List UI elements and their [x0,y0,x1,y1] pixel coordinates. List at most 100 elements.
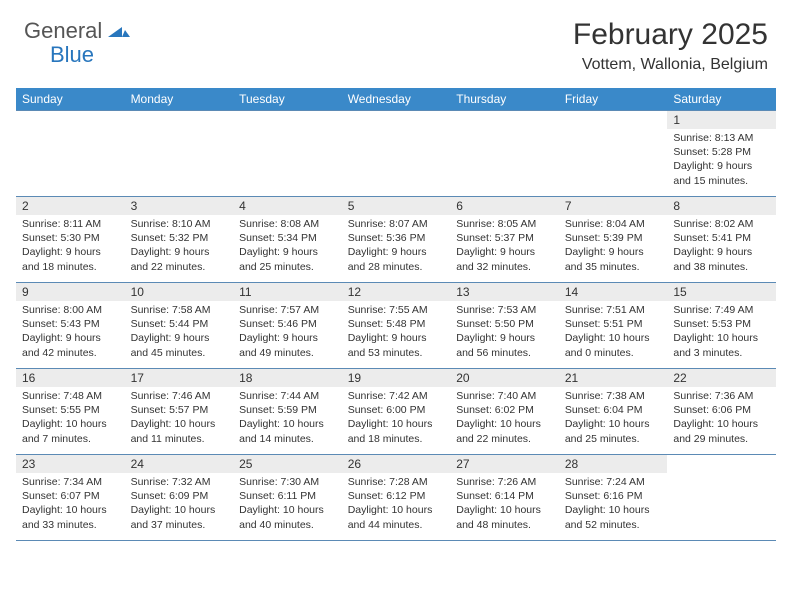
day-number: 10 [125,283,234,301]
day-number: 18 [233,369,342,387]
daylight-text: Daylight: 9 hours and 18 minutes. [22,245,119,273]
day-details: Sunrise: 7:26 AMSunset: 6:14 PMDaylight:… [450,473,559,536]
sunrise-text: Sunrise: 7:30 AM [239,475,336,489]
day-number: 1 [667,111,776,129]
day-number [342,111,451,115]
day-number: 23 [16,455,125,473]
day-number: 28 [559,455,668,473]
sunset-text: Sunset: 5:46 PM [239,317,336,331]
daylight-text: Daylight: 10 hours and 11 minutes. [131,417,228,445]
day-details: Sunrise: 7:49 AMSunset: 5:53 PMDaylight:… [667,301,776,364]
daylight-text: Daylight: 9 hours and 15 minutes. [673,159,770,187]
sunset-text: Sunset: 6:06 PM [673,403,770,417]
daylight-text: Daylight: 10 hours and 0 minutes. [565,331,662,359]
sunset-text: Sunset: 6:11 PM [239,489,336,503]
weekday-header: Sunday [16,88,125,111]
day-details: Sunrise: 7:48 AMSunset: 5:55 PMDaylight:… [16,387,125,450]
day-number: 21 [559,369,668,387]
sunset-text: Sunset: 6:00 PM [348,403,445,417]
weekday-header: Saturday [667,88,776,111]
day-details: Sunrise: 7:51 AMSunset: 5:51 PMDaylight:… [559,301,668,364]
sunset-text: Sunset: 5:59 PM [239,403,336,417]
calendar-day-cell: 13Sunrise: 7:53 AMSunset: 5:50 PMDayligh… [450,283,559,369]
daylight-text: Daylight: 10 hours and 3 minutes. [673,331,770,359]
sunset-text: Sunset: 6:12 PM [348,489,445,503]
sunset-text: Sunset: 5:39 PM [565,231,662,245]
day-number: 24 [125,455,234,473]
sunrise-text: Sunrise: 7:46 AM [131,389,228,403]
day-number: 20 [450,369,559,387]
day-number: 13 [450,283,559,301]
calendar-day-cell: 4Sunrise: 8:08 AMSunset: 5:34 PMDaylight… [233,197,342,283]
sunrise-text: Sunrise: 7:26 AM [456,475,553,489]
sunrise-text: Sunrise: 7:44 AM [239,389,336,403]
day-details: Sunrise: 7:32 AMSunset: 6:09 PMDaylight:… [125,473,234,536]
sunrise-text: Sunrise: 7:34 AM [22,475,119,489]
sunrise-text: Sunrise: 8:00 AM [22,303,119,317]
sunrise-text: Sunrise: 7:32 AM [131,475,228,489]
sunset-text: Sunset: 5:36 PM [348,231,445,245]
daylight-text: Daylight: 10 hours and 52 minutes. [565,503,662,531]
calendar-day-cell: 12Sunrise: 7:55 AMSunset: 5:48 PMDayligh… [342,283,451,369]
day-number: 26 [342,455,451,473]
day-number: 25 [233,455,342,473]
day-number [125,111,234,115]
calendar-day-cell: 23Sunrise: 7:34 AMSunset: 6:07 PMDayligh… [16,455,125,541]
sunset-text: Sunset: 5:34 PM [239,231,336,245]
sunset-text: Sunset: 5:44 PM [131,317,228,331]
weekday-header: Friday [559,88,668,111]
day-number [233,111,342,115]
calendar-day-cell: 25 Sunrise: 7:30 AMSunset: 6:11 PMDayligh… [233,455,342,541]
day-number: 27 [450,455,559,473]
calendar-day-cell: 8Sunrise: 8:02 AMSunset: 5:41 PMDaylight… [667,197,776,283]
day-details: Sunrise: 8:02 AMSunset: 5:41 PMDaylight:… [667,215,776,278]
day-number: 19 [342,369,451,387]
daylight-text: Daylight: 10 hours and 44 minutes. [348,503,445,531]
day-details: Sunrise: 7:46 AMSunset: 5:57 PMDaylight:… [125,387,234,450]
day-number: 4 [233,197,342,215]
sunrise-text: Sunrise: 7:38 AM [565,389,662,403]
sunrise-text: Sunrise: 7:55 AM [348,303,445,317]
sunrise-text: Sunrise: 8:07 AM [348,217,445,231]
sunset-text: Sunset: 5:50 PM [456,317,553,331]
sunrise-text: Sunrise: 7:49 AM [673,303,770,317]
daylight-text: Daylight: 10 hours and 7 minutes. [22,417,119,445]
calendar-week-row: 1Sunrise: 8:13 AMSunset: 5:28 PMDaylight… [16,111,776,197]
day-number: 7 [559,197,668,215]
sunset-text: Sunset: 5:43 PM [22,317,119,331]
sunrise-text: Sunrise: 8:04 AM [565,217,662,231]
calendar-day-cell: 2Sunrise: 8:11 AMSunset: 5:30 PMDaylight… [16,197,125,283]
sunset-text: Sunset: 5:28 PM [673,145,770,159]
daylight-text: Daylight: 9 hours and 35 minutes. [565,245,662,273]
calendar-table: Sunday Monday Tuesday Wednesday Thursday… [16,88,776,541]
day-details: Sunrise: 8:11 AMSunset: 5:30 PMDaylight:… [16,215,125,278]
calendar-day-cell: 18 Sunrise: 7:44 AMSunset: 5:59 PMDayligh… [233,369,342,455]
sunset-text: Sunset: 5:37 PM [456,231,553,245]
daylight-text: Daylight: 10 hours and 29 minutes. [673,417,770,445]
sunrise-text: Sunrise: 7:28 AM [348,475,445,489]
logo: General Blue [24,18,132,44]
day-details: Sunrise: 7:53 AMSunset: 5:50 PMDaylight:… [450,301,559,364]
daylight-text: Daylight: 9 hours and 32 minutes. [456,245,553,273]
sunset-text: Sunset: 6:16 PM [565,489,662,503]
weekday-header: Thursday [450,88,559,111]
calendar-week-row: 2Sunrise: 8:11 AMSunset: 5:30 PMDaylight… [16,197,776,283]
day-details: Sunrise: 7:55 AMSunset: 5:48 PMDaylight:… [342,301,451,364]
daylight-text: Daylight: 10 hours and 40 minutes. [239,503,336,531]
calendar-day-cell [16,111,125,197]
day-details: Sunrise: 7:28 AMSunset: 6:12 PMDaylight:… [342,473,451,536]
header: General Blue February 2025 Vottem, Wallo… [0,0,792,82]
sunset-text: Sunset: 5:55 PM [22,403,119,417]
sunset-text: Sunset: 5:57 PM [131,403,228,417]
daylight-text: Daylight: 9 hours and 25 minutes. [239,245,336,273]
logo-text-blue: Blue [50,42,94,68]
day-details: Sunrise: 7:57 AMSunset: 5:46 PMDaylight:… [233,301,342,364]
calendar-day-cell: 22Sunrise: 7:36 AMSunset: 6:06 PMDayligh… [667,369,776,455]
daylight-text: Daylight: 10 hours and 22 minutes. [456,417,553,445]
daylight-text: Daylight: 9 hours and 38 minutes. [673,245,770,273]
sunrise-text: Sunrise: 8:11 AM [22,217,119,231]
daylight-text: Daylight: 9 hours and 22 minutes. [131,245,228,273]
weekday-header: Tuesday [233,88,342,111]
daylight-text: Daylight: 10 hours and 14 minutes. [239,417,336,445]
day-details: Sunrise: 7:40 AMSunset: 6:02 PMDaylight:… [450,387,559,450]
